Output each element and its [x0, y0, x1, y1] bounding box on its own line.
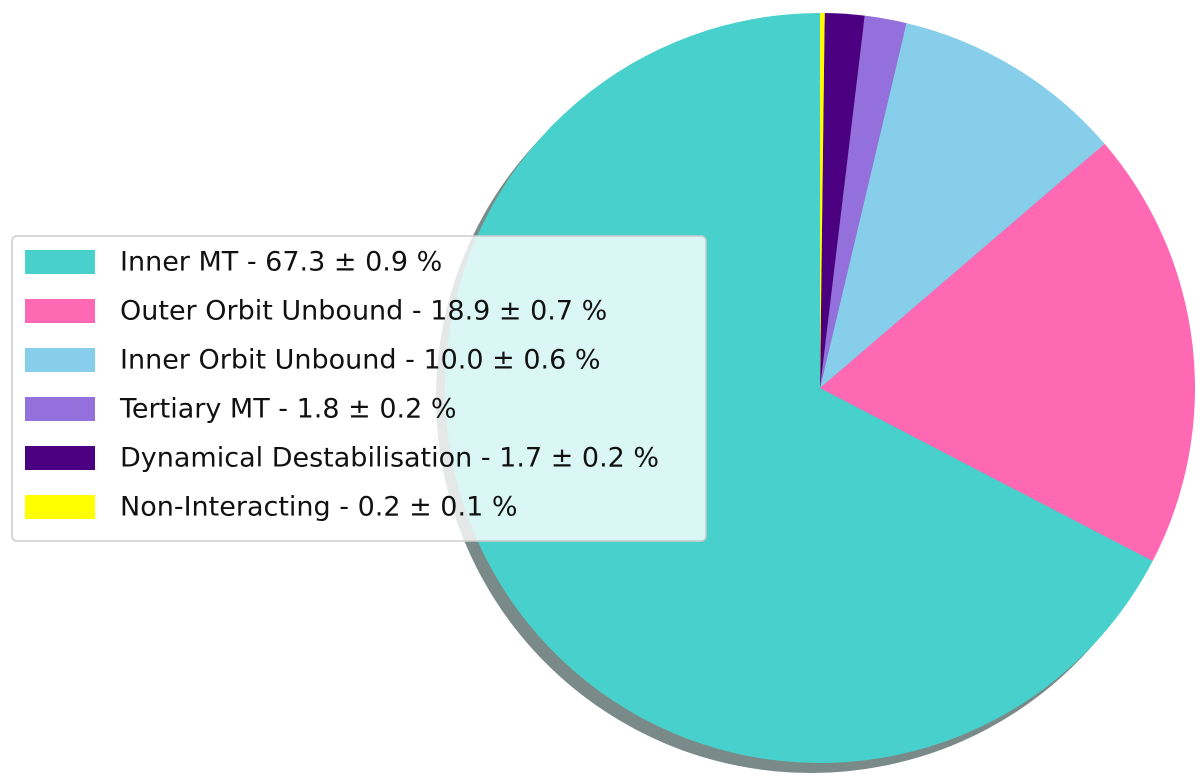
legend-label: Dynamical Destabilisation - 1.7 ± 0.2 % [120, 443, 659, 474]
pie-slice [820, 15, 907, 388]
legend-label: Inner Orbit Unbound - 10.0 ± 0.6 % [120, 345, 601, 376]
pie-slice [820, 23, 1105, 388]
legend-swatch [25, 495, 95, 519]
legend-box [11, 235, 707, 542]
pie-slice [445, 13, 1153, 763]
pie-slice [820, 13, 865, 389]
legend-label: Outer Orbit Unbound - 18.9 ± 0.7 % [120, 296, 607, 327]
legend-swatch [25, 397, 95, 421]
legend-swatch [25, 348, 95, 372]
pie-slice [820, 143, 1195, 562]
legend-label: Inner MT - 67.3 ± 0.9 % [120, 247, 442, 278]
pie [436, 13, 1195, 773]
legend-swatch [25, 250, 95, 274]
legend-label: Tertiary MT - 1.8 ± 0.2 % [119, 394, 457, 425]
legend-swatch [25, 299, 95, 323]
legend: Inner MT - 67.3 ± 0.9 % Outer Orbit Unbou… [11, 235, 707, 542]
legend-label: Non-Interacting - 0.2 ± 0.1 % [120, 492, 518, 523]
legend-swatch [25, 446, 95, 470]
pie-slice [820, 13, 825, 388]
